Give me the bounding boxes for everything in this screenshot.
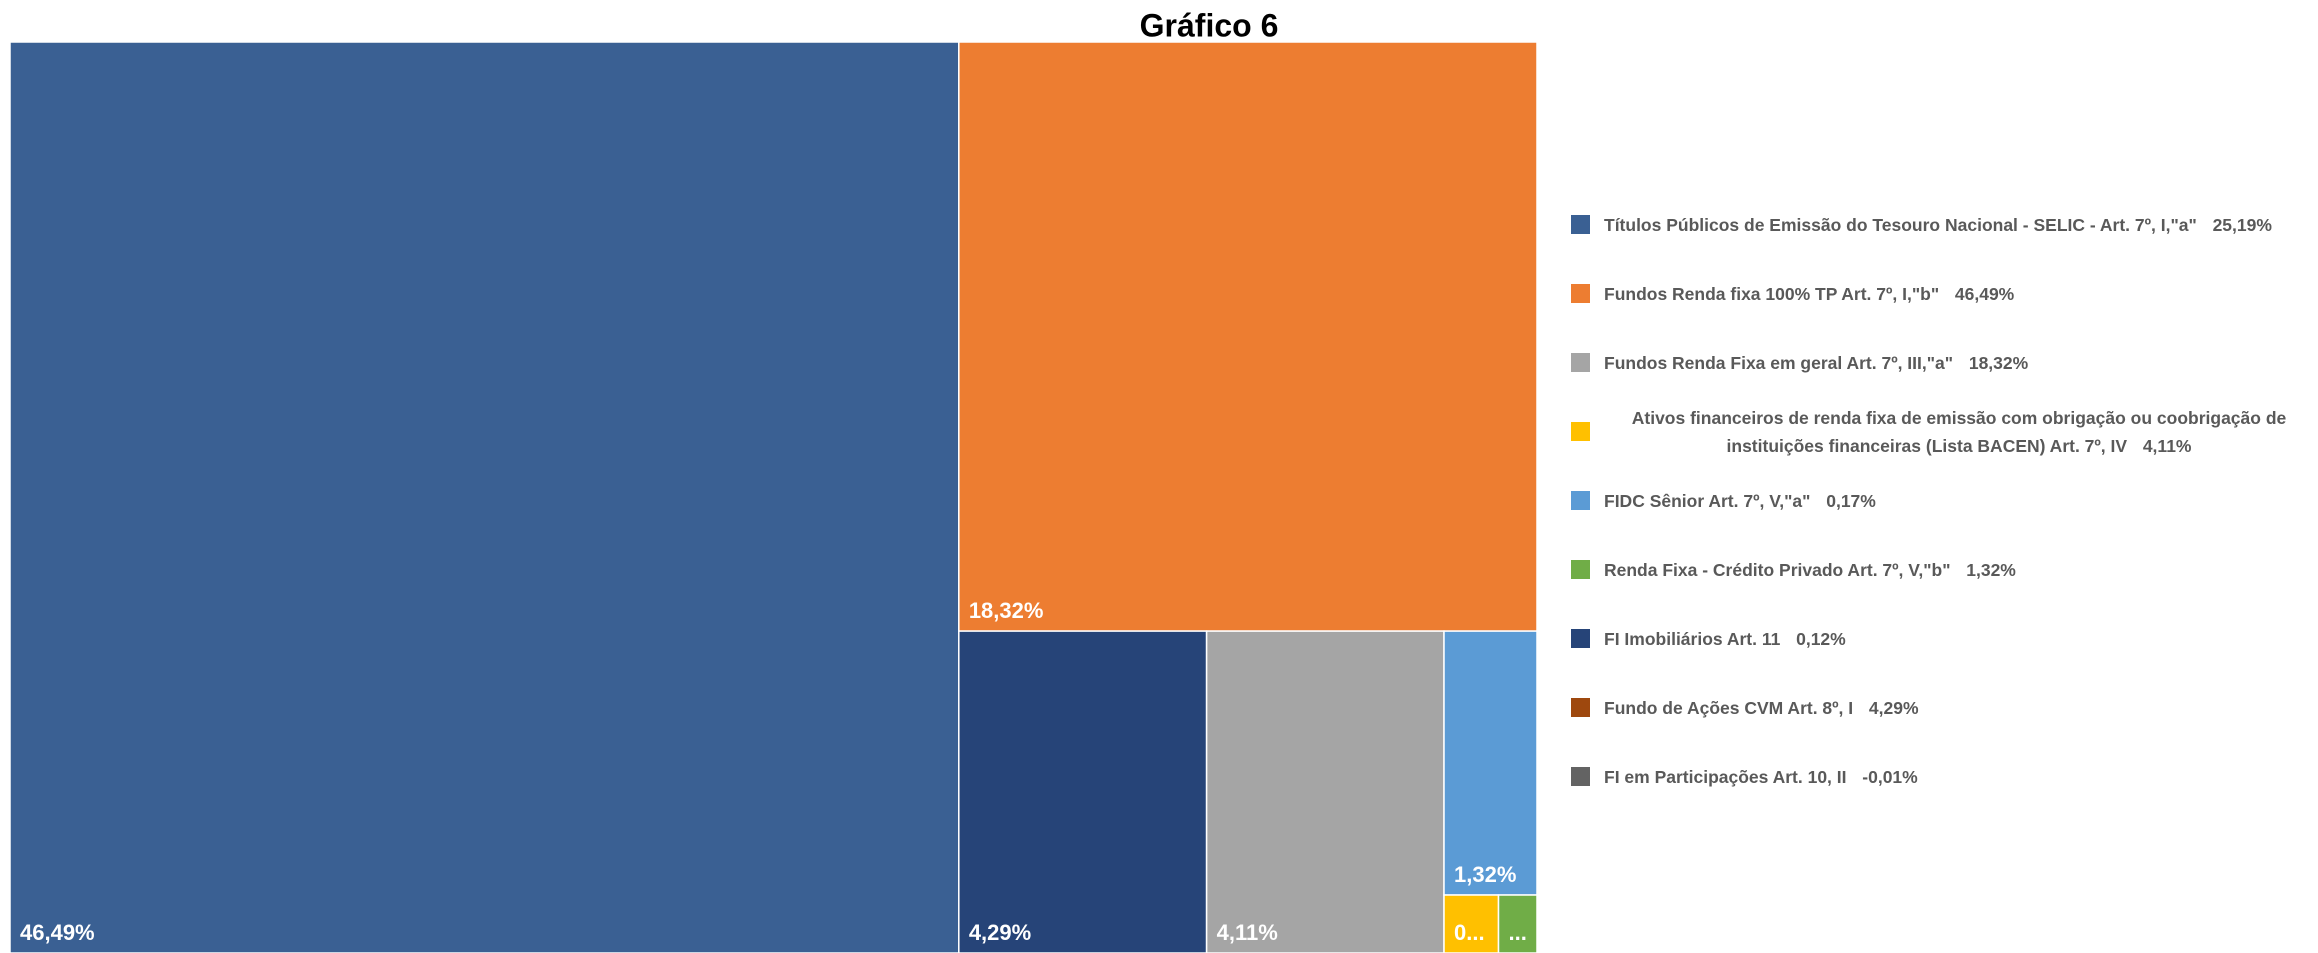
legend-item: Fundos Renda fixa 100% TP Art. 7º, I,"b"…	[1571, 259, 2316, 328]
legend-label: FIDC Sênior Art. 7º, V,"a"	[1604, 490, 1811, 511]
legend-swatch	[1571, 215, 1590, 234]
legend-value: -0,01%	[1862, 766, 1918, 787]
legend-item: Ativos financeiros de renda fixa de emis…	[1571, 397, 2316, 466]
legend-item: FIDC Sênior Art. 7º, V,"a" 0,17%	[1571, 466, 2316, 535]
tile-label: 18,32%	[969, 598, 1044, 623]
legend-text: FI Imobiliários Art. 11 0,12%	[1604, 625, 2314, 653]
tile	[1443, 894, 1500, 953]
legend-value: 18,32%	[1968, 352, 2029, 373]
tile	[1497, 894, 1538, 953]
legend-text: Títulos Públicos de Emissão do Tesouro N…	[1604, 211, 2314, 239]
legend-label: FI Imobiliários Art. 11	[1604, 628, 1781, 649]
legend-value: 0,17%	[1826, 490, 1876, 511]
legend: Títulos Públicos de Emissão do Tesouro N…	[1571, 190, 2316, 811]
tile	[1205, 630, 1445, 953]
legend-swatch	[1571, 422, 1590, 441]
legend-text: Fundos Renda Fixa em geral Art. 7º, III,…	[1604, 349, 2314, 377]
legend-swatch	[1571, 491, 1590, 510]
legend-label: Fundo de Ações CVM Art. 8º, I	[1604, 697, 1854, 718]
legend-item: Títulos Públicos de Emissão do Tesouro N…	[1571, 190, 2316, 259]
legend-item: Renda Fixa - Crédito Privado Art. 7º, V,…	[1571, 535, 2316, 604]
legend-value: 4,29%	[1868, 697, 1919, 718]
legend-text: Ativos financeiros de renda fixa de emis…	[1604, 404, 2314, 460]
legend-label: Ativos financeiros de renda fixa de emis…	[1631, 407, 2287, 456]
legend-label: Fundos Renda fixa 100% TP Art. 7º, I,"b"	[1604, 283, 1940, 304]
legend-swatch	[1571, 353, 1590, 372]
legend-text: Fundo de Ações CVM Art. 8º, I 4,29%	[1604, 694, 2314, 722]
legend-text: FIDC Sênior Art. 7º, V,"a" 0,17%	[1604, 487, 2314, 515]
tile-label: 4,11%	[1217, 920, 1278, 945]
legend-value: 4,11%	[2142, 435, 2192, 456]
tile-label: 46,49%	[20, 920, 95, 945]
legend-value: 0,12%	[1796, 628, 1846, 649]
tile	[1443, 630, 1538, 896]
tile-label: 0...	[1454, 920, 1485, 945]
legend-text: Fundos Renda fixa 100% TP Art. 7º, I,"b"…	[1604, 280, 2314, 308]
legend-value: 1,32%	[1966, 559, 2016, 580]
legend-label: FI em Participações Art. 10, II	[1604, 766, 1847, 787]
legend-text: Renda Fixa - Crédito Privado Art. 7º, V,…	[1604, 556, 2314, 584]
legend-swatch	[1571, 629, 1590, 648]
legend-label: Renda Fixa - Crédito Privado Art. 7º, V,…	[1604, 559, 1951, 580]
tile-label: ...	[1509, 920, 1527, 945]
tile	[958, 630, 1208, 953]
legend-swatch	[1571, 698, 1590, 717]
tile	[9, 41, 960, 953]
legend-label: Títulos Públicos de Emissão do Tesouro N…	[1604, 214, 2197, 235]
tile-label: 1,32%	[1454, 862, 1516, 887]
chart-title: Gráfico 6	[1140, 7, 1279, 43]
legend-swatch	[1571, 284, 1590, 303]
legend-value: 25,19%	[2212, 214, 2272, 235]
legend-item: Fundos Renda Fixa em geral Art. 7º, III,…	[1571, 328, 2316, 397]
legend-swatch	[1571, 767, 1590, 786]
legend-value: 46,49%	[1954, 283, 2015, 304]
legend-text: FI em Participações Art. 10, II -0,01%	[1604, 763, 2314, 791]
legend-item: Fundo de Ações CVM Art. 8º, I 4,29%	[1571, 673, 2316, 742]
tile	[958, 41, 1538, 632]
tile-label: 4,29%	[969, 920, 1031, 945]
legend-item: FI Imobiliários Art. 11 0,12%	[1571, 604, 2316, 673]
legend-label: Fundos Renda Fixa em geral Art. 7º, III,…	[1604, 352, 1954, 373]
legend-item: FI em Participações Art. 10, II -0,01%	[1571, 742, 2316, 811]
legend-swatch	[1571, 560, 1590, 579]
